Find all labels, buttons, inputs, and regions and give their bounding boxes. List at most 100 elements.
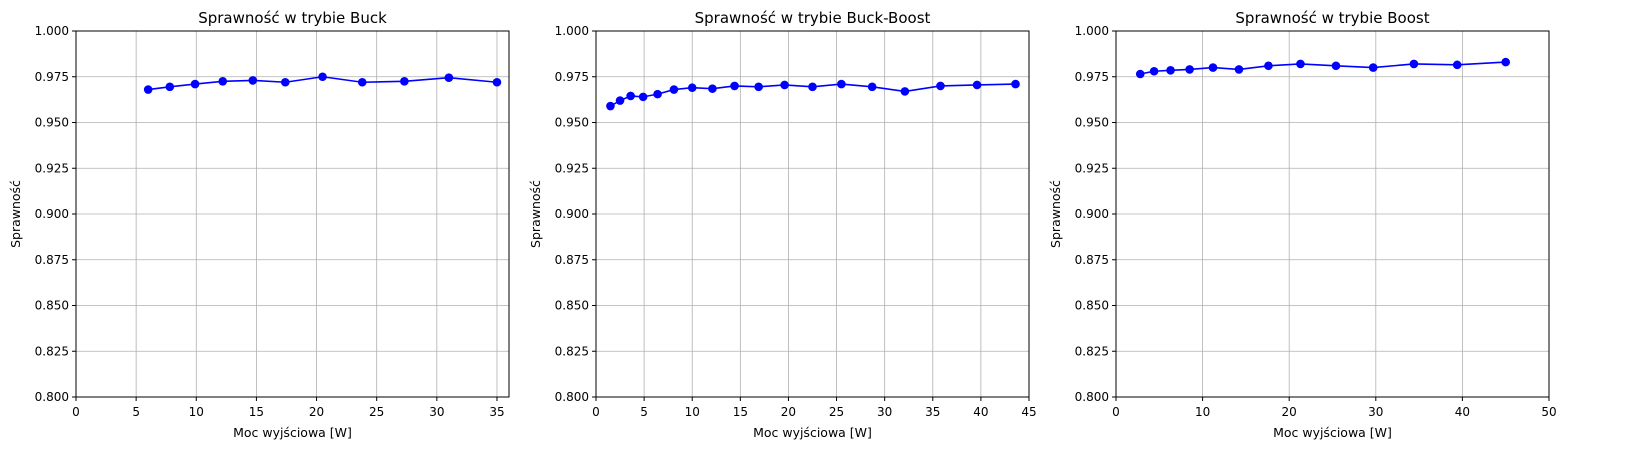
data-point <box>1409 59 1419 69</box>
x-tick-label: 35 <box>489 405 504 419</box>
y-tick-label: 0.975 <box>555 70 589 84</box>
y-tick-label: 0.825 <box>555 344 589 358</box>
data-point <box>936 81 945 91</box>
x-tick-label: 0 <box>72 405 80 419</box>
axes: 0 10 20 30 40 50 0.800 0.825 0.850 0.875 0.900 0.92… <box>1075 24 1557 419</box>
y-tick-label: 0.875 <box>555 253 589 267</box>
x-tick-label: 15 <box>249 405 264 419</box>
data-point <box>1501 57 1510 67</box>
y-tick-label: 0.875 <box>35 253 69 267</box>
x-tick-label: 45 <box>1021 405 1036 419</box>
y-tick-label: 0.925 <box>35 161 69 175</box>
x-axis-label: Moc wyjściowa [W] <box>1273 425 1392 440</box>
y-tick-label: 0.950 <box>35 116 69 130</box>
axes: 0 5 10 15 20 25 30 35 40 45 0.800 0.825 0.850 0.875 0.… <box>555 24 1037 419</box>
data-point <box>780 80 789 90</box>
y-tick-label: 1.000 <box>1075 24 1109 38</box>
x-tick-label: 20 <box>309 405 324 419</box>
x-axis-label: Moc wyjściowa [W] <box>233 425 352 440</box>
y-tick-label: 0.800 <box>35 390 69 404</box>
data-point <box>653 89 662 99</box>
y-tick-label: 0.850 <box>1075 299 1109 313</box>
y-tick-label: 0.800 <box>1075 390 1109 404</box>
data-point <box>190 79 200 89</box>
x-tick-label: 5 <box>640 405 648 419</box>
y-tick-label: 0.850 <box>555 299 589 313</box>
data-point <box>1149 66 1159 76</box>
data-point <box>615 96 625 105</box>
chart-boost: Sprawność w trybie Boost Moc wyjściowa [… <box>1048 9 1557 440</box>
grid <box>1115 30 1550 398</box>
data-point <box>638 92 648 102</box>
y-axis-label: Sprawność <box>528 180 543 248</box>
x-tick-label: 5 <box>132 405 140 419</box>
data-point <box>400 77 409 86</box>
data-point <box>1166 66 1175 75</box>
chart-title: Sprawność w trybie Buck-Boost <box>695 9 931 27</box>
chart-title: Sprawność w trybie Boost <box>1235 9 1429 27</box>
data-point <box>687 83 697 93</box>
x-tick-label: 15 <box>733 405 748 419</box>
data-point <box>280 77 290 87</box>
data-point <box>606 101 615 111</box>
chart-buck: Sprawność w trybie Buck Moc wyjściowa [W… <box>8 9 510 440</box>
x-tick-label: 10 <box>685 405 700 419</box>
data-point <box>808 82 817 92</box>
data-point <box>444 73 454 82</box>
x-tick-label: 30 <box>877 405 892 419</box>
x-tick-label: 50 <box>1541 405 1556 419</box>
data-point <box>1296 59 1305 69</box>
y-tick-label: 0.800 <box>555 390 589 404</box>
y-tick-label: 0.975 <box>35 70 69 84</box>
y-axis-label: Sprawność <box>8 180 23 248</box>
y-tick-label: 1.000 <box>35 24 69 38</box>
y-tick-label: 0.825 <box>1075 344 1109 358</box>
axes: 0 5 10 15 20 25 30 35 0.800 0.825 0.850 0.875 0.900 0… <box>35 24 505 419</box>
data-point <box>972 80 982 90</box>
data-point <box>900 87 910 96</box>
data-point <box>143 85 153 94</box>
data-point <box>1331 61 1341 71</box>
data-point <box>1234 65 1244 74</box>
x-tick-label: 20 <box>781 405 796 419</box>
x-tick-label: 30 <box>1368 405 1383 419</box>
data-point <box>218 77 228 86</box>
data-point <box>708 84 717 93</box>
data-point <box>1264 61 1273 71</box>
data-point <box>1208 63 1218 72</box>
y-tick-label: 0.975 <box>1075 70 1109 84</box>
data-point <box>867 82 877 92</box>
y-tick-label: 0.925 <box>1075 161 1109 175</box>
x-tick-label: 40 <box>973 405 988 419</box>
data-point <box>837 79 846 89</box>
y-tick-label: 0.850 <box>35 299 69 313</box>
y-tick-label: 0.825 <box>35 344 69 358</box>
x-tick-label: 35 <box>925 405 940 419</box>
plot-frame <box>595 30 1030 398</box>
data-point <box>165 82 175 92</box>
data-point <box>626 91 635 101</box>
y-tick-label: 0.900 <box>1075 207 1109 221</box>
y-tick-label: 0.950 <box>555 116 589 130</box>
plot-frame <box>75 30 510 398</box>
x-tick-label: 25 <box>369 405 384 419</box>
x-tick-label: 20 <box>1282 405 1297 419</box>
data-point <box>730 81 739 91</box>
data-point <box>754 82 763 92</box>
data-point <box>669 85 679 94</box>
y-tick-label: 0.875 <box>1075 253 1109 267</box>
data-point <box>1452 60 1462 70</box>
x-axis-label: Moc wyjściowa [W] <box>753 425 872 440</box>
y-tick-label: 0.950 <box>1075 116 1109 130</box>
y-tick-label: 0.900 <box>35 207 69 221</box>
data-point <box>1135 69 1145 79</box>
data-point <box>1368 63 1378 72</box>
grid <box>75 30 509 398</box>
x-tick-label: 0 <box>1112 405 1120 419</box>
data-point <box>1011 79 1020 89</box>
series-line <box>1140 61 1506 75</box>
x-tick-label: 25 <box>829 405 844 419</box>
plot-frame <box>1115 30 1550 398</box>
x-tick-label: 30 <box>429 405 444 419</box>
